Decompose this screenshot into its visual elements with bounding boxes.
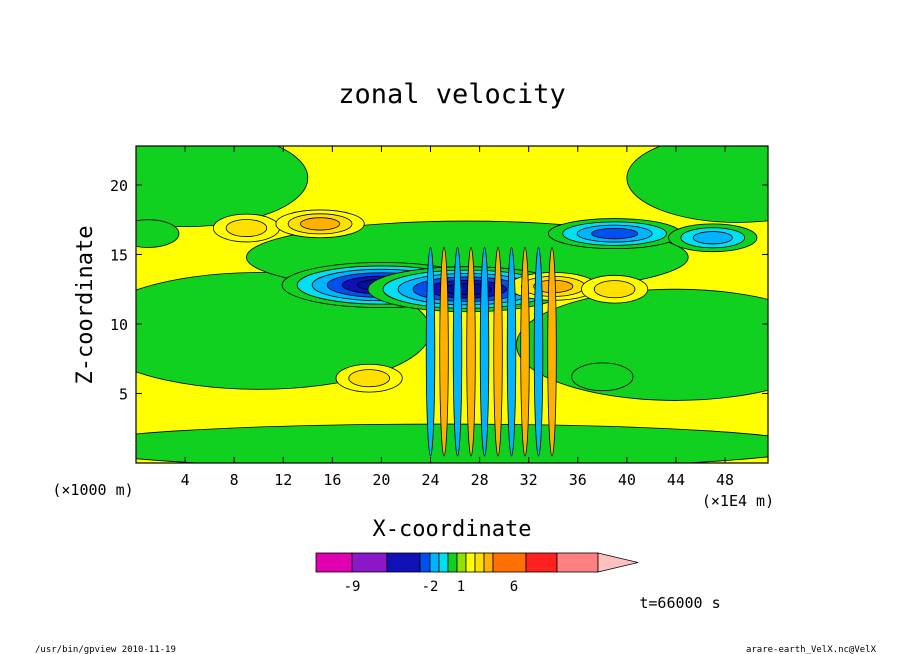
x-tick-label: 44: [667, 471, 685, 489]
colorbar-swatch: [456, 552, 467, 573]
contour-cell: [692, 231, 733, 245]
x-tick-label: 32: [520, 471, 538, 489]
x-tick-label: 16: [323, 471, 341, 489]
x-tick-label: 40: [618, 471, 636, 489]
x-tick-label: 28: [471, 471, 489, 489]
x-axis-label: X-coordinate: [373, 517, 532, 542]
y-axis: 5 10 15 20: [110, 177, 768, 403]
contour-cell: [591, 227, 639, 240]
wave-band: [506, 247, 517, 457]
x-tick-label: 24: [421, 471, 439, 489]
time-label: t=66000 s: [639, 594, 720, 612]
colorbar-tick-label: -9: [344, 579, 361, 595]
wave-band: [425, 247, 436, 457]
y-tick-label: 10: [110, 316, 128, 334]
x-tick-label: 8: [230, 471, 239, 489]
wave-band: [533, 247, 544, 457]
contour-cell: [225, 219, 268, 237]
colorbar-swatch: [474, 552, 485, 573]
colorbar-swatch: [556, 552, 599, 573]
wave-band: [547, 247, 557, 457]
x-axis-unit: (×1E4 m): [702, 492, 774, 510]
x-tick-label: 48: [716, 471, 734, 489]
colorbar-swatch: [351, 552, 388, 573]
contour-cell: [300, 217, 341, 231]
colorbar: [315, 552, 639, 573]
colorbar-swatch: [419, 552, 431, 573]
contour-cell: [593, 280, 636, 299]
colorbar-tick-label: 6: [510, 579, 518, 595]
y-axis-unit: (×1000 m): [52, 481, 133, 499]
y-tick-label: 20: [110, 177, 128, 195]
plot-frame: [135, 145, 769, 464]
x-tick-label: 20: [372, 471, 390, 489]
wave-band: [439, 247, 449, 457]
contour-cell: [571, 362, 634, 392]
colorbar-swatch: [429, 552, 440, 573]
contour-region: [626, 146, 768, 223]
x-tick-label: 36: [569, 471, 587, 489]
colorbar-swatch: [483, 552, 494, 573]
wave-band: [520, 247, 530, 457]
colorbar-tick-label: 1: [457, 579, 465, 595]
footer-left: /usr/bin/gpview 2010-11-19: [35, 645, 176, 654]
y-tick-label: 5: [119, 385, 128, 403]
wave-band: [466, 247, 476, 457]
colorbar-swatch: [315, 552, 353, 573]
wave-band: [479, 247, 490, 457]
colorbar-tick-label: -2: [422, 579, 439, 595]
colorbar-swatch: [438, 552, 449, 573]
colorbar-swatch: [465, 552, 476, 573]
contour-cell: [136, 219, 180, 248]
x-axis: 4 8 12 16 20 24 28 32 36 40 44 48: [181, 146, 734, 489]
contour-region: [516, 288, 768, 401]
y-axis-label: Z-coordinate: [73, 226, 98, 385]
wave-band: [452, 247, 463, 457]
contour-cell: [348, 369, 390, 388]
wave-band: [493, 247, 503, 457]
colorbar-arrow: [597, 552, 639, 573]
colorbar-swatch: [386, 552, 421, 573]
chart-title: zonal velocity: [338, 79, 566, 110]
contour-fill: [136, 146, 768, 463]
colorbar-tick-labels: -9 -2 1 6: [344, 579, 519, 595]
y-tick-label: 15: [110, 246, 128, 264]
x-tick-label: 12: [274, 471, 292, 489]
colorbar-swatch: [525, 552, 558, 573]
x-tick-label: 4: [181, 471, 190, 489]
colorbar-swatch: [447, 552, 458, 573]
colorbar-swatch: [492, 552, 527, 573]
footer-right: arare-earth_VelX.nc@VelX: [746, 645, 877, 654]
contour-region: [136, 146, 309, 228]
